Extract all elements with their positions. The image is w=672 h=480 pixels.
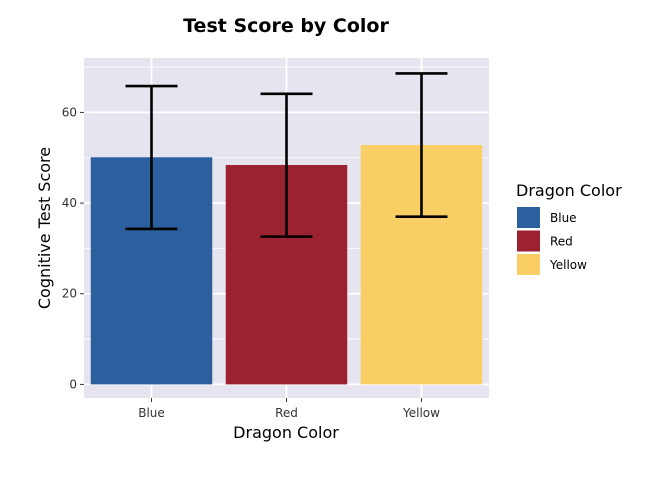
y-tick-label: 0 [69,377,77,391]
x-axis-title: Dragon Color [233,423,339,442]
legend-swatch-yellow [517,254,540,275]
error-bars [125,72,448,238]
x-axis: Blue Red Yellow [138,398,440,420]
x-tick-label: Yellow [402,406,440,420]
legend: Dragon Color Blue Red Yellow [516,181,622,275]
legend-title: Dragon Color [516,181,622,200]
legend-swatch-red [517,230,540,252]
y-tick-label: 60 [62,105,77,119]
x-tick-label: Red [275,406,298,420]
legend-swatch-blue [517,207,540,228]
y-axis-title: Cognitive Test Score [35,147,54,309]
legend-label-blue: Blue [550,211,577,225]
chart-title: Test Score by Color [183,15,389,37]
x-tick-label: Blue [138,406,165,420]
legend-label-yellow: Yellow [549,258,587,272]
y-tick-label: 20 [62,287,77,301]
y-axis: 0 20 40 60 [62,105,84,391]
y-tick-label: 40 [62,196,77,210]
legend-label-red: Red [550,235,573,249]
